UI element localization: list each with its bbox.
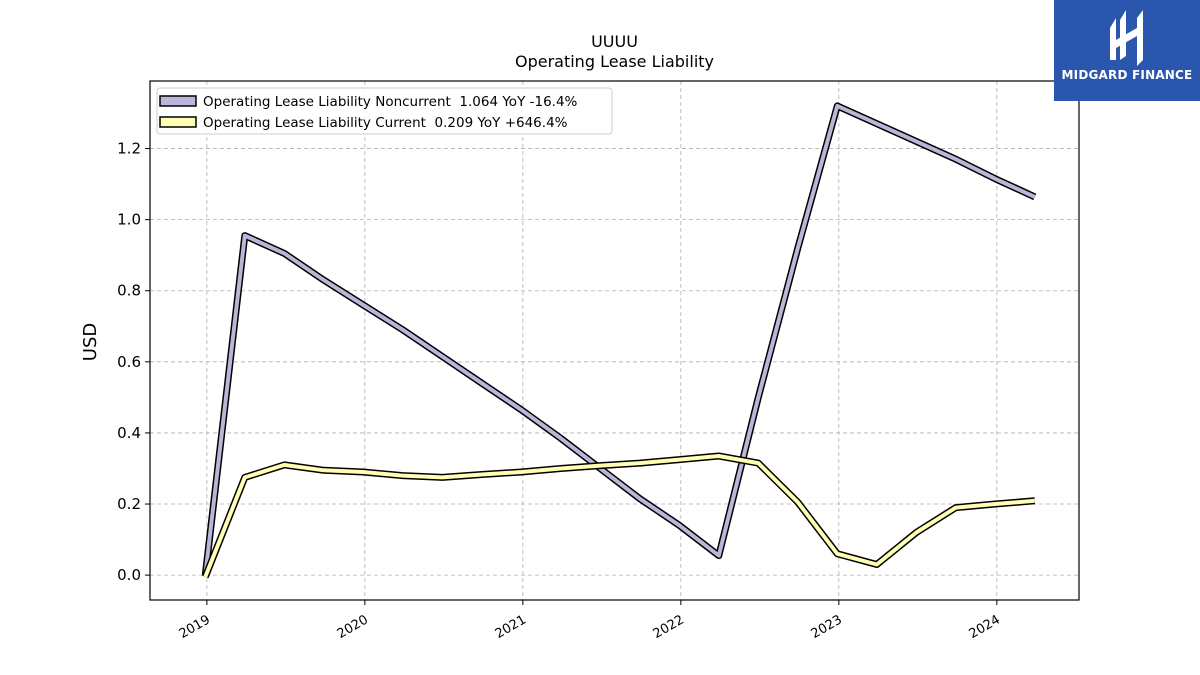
series-line-outline (202, 452, 1036, 579)
plot-frame (149, 80, 1080, 601)
legend-label: Operating Lease Liability Noncurrent 1.0… (203, 94, 578, 110)
y-tick-label: 0.8 (117, 282, 141, 300)
legend: Operating Lease Liability Noncurrent 1.0… (156, 87, 613, 135)
grid-lines (150, 81, 1079, 600)
series-line-outline (201, 102, 1037, 576)
y-tick-label: 0.0 (117, 566, 141, 584)
x-tick-label: 2024 (967, 612, 1003, 642)
legend-swatch (159, 116, 197, 128)
logo-text: MIDGARD FINANCE (1061, 68, 1193, 82)
x-tick-label: 2021 (493, 612, 529, 642)
x-tick-label: 2023 (809, 612, 845, 642)
series-layer (201, 102, 1037, 579)
y-tick-label: 0.2 (117, 495, 141, 513)
legend-swatch (159, 95, 197, 107)
x-tick-label: 2020 (335, 612, 371, 642)
y-tick-label: 0.4 (117, 424, 141, 442)
chart-title: UUUU (591, 32, 638, 51)
y-tick-label: 1.0 (117, 211, 141, 229)
chart-subtitle: Operating Lease Liability (515, 52, 714, 71)
y-axis-label: USD (80, 323, 101, 361)
legend-box (156, 87, 613, 135)
x-tick-label: 2022 (651, 612, 687, 642)
y-tick-label: 0.6 (117, 353, 141, 371)
legend-label: Operating Lease Liability Current 0.209 … (203, 115, 568, 131)
axis-ticks: 0.0 0.2 0.4 0.6 0.8 1.0 1.2 2019 2020 2021 2022 202… (117, 140, 1003, 642)
x-tick-label: 2019 (177, 612, 213, 642)
series-line-current (203, 454, 1035, 578)
logo-mark-icon (1110, 10, 1143, 66)
series-line-noncurrent (203, 103, 1036, 576)
brand-logo: MIDGARD FINANCE (1054, 0, 1200, 101)
y-tick-label: 1.2 (117, 140, 141, 158)
